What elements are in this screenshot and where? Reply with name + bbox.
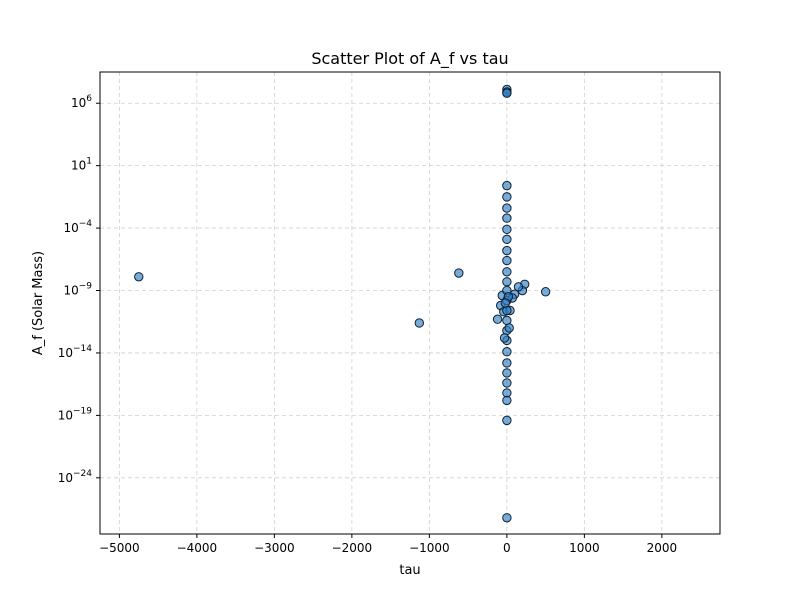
data-point <box>502 368 512 378</box>
data-point <box>502 180 512 191</box>
y-tick-label: 10−9 <box>63 282 92 298</box>
y-tick-label-base: 10 <box>71 96 86 110</box>
x-tick-label: −5000 <box>99 541 140 555</box>
data-point <box>134 272 144 282</box>
y-tick-label-base: 10 <box>71 159 86 173</box>
data-point <box>454 268 464 278</box>
x-axis-label: tau <box>399 563 420 578</box>
x-tick-label: −1000 <box>409 541 450 555</box>
y-tick-label-base: 10 <box>58 346 73 360</box>
data-point <box>502 213 512 223</box>
data-points <box>134 84 551 523</box>
data-point <box>502 513 512 523</box>
x-tick-label: −2000 <box>332 541 373 555</box>
chart-title: Scatter Plot of A_f vs tau <box>311 49 508 69</box>
y-tick-label: 10−24 <box>58 469 93 485</box>
x-axis-ticks: −5000 −4000 −3000 −2000 −1000 0 1000 2000 <box>99 534 677 555</box>
y-tick-label: 10−14 <box>58 344 93 360</box>
x-tick-label: −4000 <box>177 541 218 555</box>
grid-lines <box>100 72 720 534</box>
data-point <box>502 88 512 98</box>
data-point <box>502 245 512 256</box>
y-tick-label-exponent: 1 <box>86 157 92 167</box>
y-tick-label-exponent: −14 <box>73 344 92 354</box>
y-tick-label-exponent: 6 <box>86 94 92 104</box>
data-point <box>540 287 551 297</box>
data-point <box>502 378 512 388</box>
data-point <box>502 346 512 357</box>
data-point <box>500 298 511 308</box>
y-tick-label: 10−4 <box>63 219 92 235</box>
data-point <box>502 255 512 266</box>
y-tick-label: 10−19 <box>58 406 93 422</box>
data-point <box>492 314 503 324</box>
data-point <box>499 333 510 343</box>
x-tick-label: −3000 <box>254 541 295 555</box>
data-point <box>502 203 512 213</box>
y-tick-label-base: 10 <box>58 471 73 485</box>
x-tick-label: 0 <box>503 541 511 555</box>
data-point <box>513 282 524 292</box>
data-point <box>502 277 512 287</box>
data-point <box>502 224 512 235</box>
data-point <box>502 305 512 316</box>
y-tick-label-base: 10 <box>63 221 78 235</box>
data-point <box>502 415 512 426</box>
data-point <box>502 192 512 202</box>
y-tick-label: 106 <box>71 94 92 110</box>
data-point <box>502 267 512 277</box>
y-tick-label-base: 10 <box>58 408 73 422</box>
data-point <box>502 395 512 406</box>
y-tick-label: 101 <box>71 157 92 173</box>
plot-frame <box>99 71 721 535</box>
y-tick-label-exponent: −19 <box>73 406 92 416</box>
y-axis-label: A_f (Solar Mass) <box>31 251 46 355</box>
x-tick-label: 1000 <box>569 541 600 555</box>
y-tick-label-exponent: −9 <box>79 282 93 292</box>
data-point <box>414 318 424 328</box>
y-tick-label-exponent: −24 <box>73 469 92 479</box>
data-point <box>502 358 512 368</box>
y-tick-label-base: 10 <box>63 284 78 298</box>
data-point <box>502 234 512 245</box>
x-tick-label: 2000 <box>647 541 678 555</box>
data-point <box>504 323 514 333</box>
y-tick-label-exponent: −4 <box>79 219 93 229</box>
